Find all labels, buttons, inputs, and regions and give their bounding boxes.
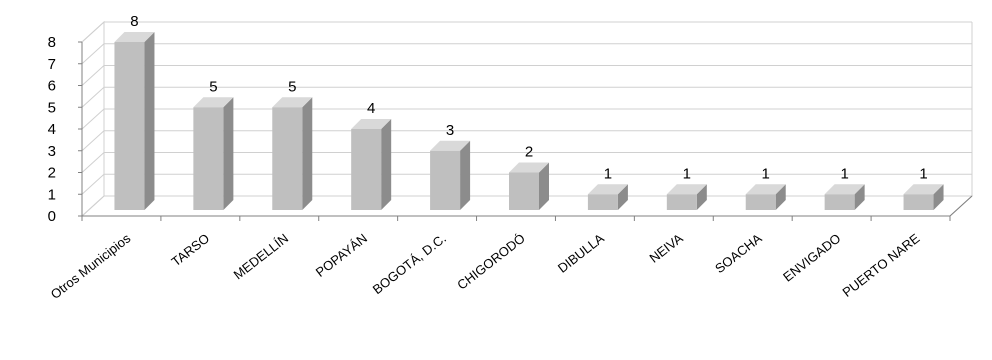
data-label: 1 xyxy=(604,165,612,182)
y-tick-label: 2 xyxy=(48,165,56,182)
bar-side xyxy=(854,184,865,210)
data-label: 3 xyxy=(446,122,454,139)
y-tick-label: 1 xyxy=(48,186,56,203)
y-tick-label: 8 xyxy=(48,34,56,51)
bar-top xyxy=(430,140,471,151)
data-label: 5 xyxy=(209,78,217,95)
bar-side xyxy=(696,184,707,210)
x-tick-label: POPAYÁN xyxy=(313,231,370,280)
bar xyxy=(824,194,855,210)
bar-top xyxy=(193,97,234,108)
bar xyxy=(509,172,539,210)
bar-top xyxy=(509,162,549,173)
bar-top xyxy=(903,184,944,195)
data-label: 2 xyxy=(525,144,533,161)
bar xyxy=(114,42,145,210)
y-tick-label: 7 xyxy=(48,56,56,73)
bar-top xyxy=(272,97,313,108)
y-tick-label: 3 xyxy=(48,143,56,160)
x-tick-label: DIBULLA xyxy=(555,230,607,275)
bar-top xyxy=(587,184,628,195)
bar-side xyxy=(223,97,234,210)
bar-top xyxy=(351,119,392,129)
bar xyxy=(903,194,934,210)
x-tick-label: ENVIGADO xyxy=(780,231,843,285)
y-tick-label: 6 xyxy=(48,78,56,95)
bar-side xyxy=(381,119,392,210)
bar-side xyxy=(775,184,786,210)
bars xyxy=(114,32,944,210)
data-label: 1 xyxy=(919,165,927,182)
x-tick-label: CHIGORODÓ xyxy=(454,231,528,293)
x-tick-label: NEIVA xyxy=(646,230,685,265)
bar-side xyxy=(460,140,471,210)
bar-top xyxy=(114,32,155,42)
y-tick-label: 5 xyxy=(48,99,56,116)
bar-top xyxy=(824,184,865,195)
bar-side xyxy=(539,162,549,210)
gridline xyxy=(81,43,972,65)
x-tick-label: TARSO xyxy=(168,231,212,270)
bar-side xyxy=(933,184,944,210)
gridline xyxy=(81,86,972,108)
gridline xyxy=(81,130,972,152)
data-label: 8 xyxy=(130,13,138,30)
bar xyxy=(745,194,776,210)
gridline xyxy=(81,152,972,173)
bar-side xyxy=(302,97,313,210)
bar xyxy=(272,107,303,210)
gridline xyxy=(81,108,972,130)
y-axis-ticks: 0 1 2 3 4 5 6 7 8 xyxy=(48,34,82,225)
x-tick-label: Otros Municipios xyxy=(48,230,134,302)
category-labels: Otros Municipios TARSO MEDELLÍN POPAYÁN BOGO… xyxy=(48,230,923,302)
axes xyxy=(81,42,973,221)
x-axis-depth-line xyxy=(949,195,973,217)
data-labels: 8 5 5 4 3 2 1 1 1 1 1 xyxy=(130,13,927,182)
x-tick-label: BOGOTÁ, D.C. xyxy=(370,231,449,298)
gridline xyxy=(81,173,972,195)
bar xyxy=(430,150,461,210)
gridlines xyxy=(81,21,973,217)
y-tick-label: 0 xyxy=(48,208,56,225)
bar xyxy=(666,194,697,210)
gridline xyxy=(81,21,972,43)
y-tick-label: 4 xyxy=(48,121,56,138)
data-label: 1 xyxy=(840,165,848,182)
bar xyxy=(351,129,382,210)
bar-side xyxy=(144,32,155,210)
bar xyxy=(193,107,224,210)
bar-side xyxy=(617,184,628,210)
bar-top xyxy=(745,184,786,195)
data-label: 4 xyxy=(367,100,375,117)
x-tick-label: SOACHA xyxy=(712,230,765,276)
data-label: 5 xyxy=(288,78,296,95)
x-tick-label: MEDELLÍN xyxy=(231,231,291,283)
bar-top xyxy=(666,184,707,195)
gridline xyxy=(81,65,972,86)
bar xyxy=(587,194,618,210)
x-tick-label: PUERTO NARE xyxy=(840,230,923,300)
data-label: 1 xyxy=(683,165,691,182)
data-label: 1 xyxy=(762,165,770,182)
